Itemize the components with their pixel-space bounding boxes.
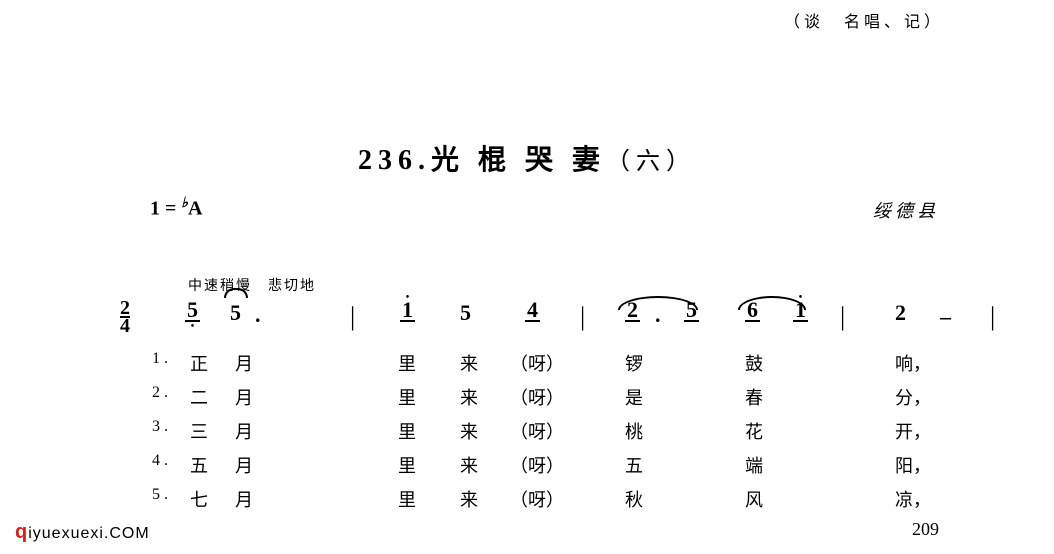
verse-num: 4 . — [152, 452, 168, 470]
lyric-row: 3 . 三 月 里 来 （呀） 桃 花 开， — [120, 418, 960, 452]
lyric-cell: 开， — [895, 418, 931, 444]
watermark-q: q — [15, 521, 28, 543]
lyric-cell: 三 — [190, 418, 208, 444]
lyric-rows: 1 .正月里来（呀）锣鼓响，2 .二月里来（呀）是春分，3 .三月里来（呀）桃花… — [120, 350, 960, 520]
lyric-cell: 分， — [895, 384, 931, 410]
lyric-cell: 端 — [745, 452, 763, 478]
lyric-row: 5 . 七 月 里 来 （呀） 秋 风 凉， — [120, 486, 960, 520]
time-signature: 2 4 — [120, 300, 130, 334]
lyric-row: 4 . 五 月 里 来 （呀） 五 端 阳， — [120, 452, 960, 486]
lyric-cell: 月 — [235, 486, 253, 512]
lyric-cell: 风 — [745, 486, 763, 512]
note: 5• — [185, 300, 200, 322]
title-main: 光 棍 哭 妻 — [431, 145, 606, 176]
title-paren: （六） — [606, 149, 696, 175]
lyric-cell: 来 — [460, 418, 478, 444]
lyric-cell: 里 — [398, 418, 416, 444]
lyric-cell: 来 — [460, 384, 478, 410]
lyric-cell: 响， — [895, 350, 931, 376]
lyric-cell: 锣 — [625, 350, 643, 376]
lyric-cell: 花 — [745, 418, 763, 444]
lyric-cell: 凉， — [895, 486, 931, 512]
lyric-cell: 七 — [190, 486, 208, 512]
verse-num: 1 . — [152, 350, 168, 368]
lyric-cell: 里 — [398, 384, 416, 410]
barline: | — [840, 302, 845, 332]
note: 5 — [460, 300, 471, 326]
time-den: 4 — [120, 316, 130, 334]
lyric-cell: 来 — [460, 350, 478, 376]
note: •1 — [400, 300, 415, 322]
key-letter: A — [188, 198, 202, 220]
barline: | — [580, 302, 585, 332]
lyric-cell: （呀） — [510, 384, 564, 410]
lyric-cell: 月 — [235, 418, 253, 444]
barline: | — [350, 302, 355, 332]
lyric-cell: （呀） — [510, 486, 564, 512]
song-title: 236.光 棍 哭 妻（六） — [0, 138, 1054, 178]
title-number: 236. — [358, 145, 431, 176]
lyric-cell: 里 — [398, 350, 416, 376]
key-signature: 1 = ♭A — [150, 195, 202, 221]
watermark-rest: iyuexuexi.COM — [28, 525, 149, 542]
watermark: qiyuexuexi.COM — [15, 521, 150, 544]
lyric-cell: 月 — [235, 350, 253, 376]
lyric-row: 2 . 二 月 里 来 （呀） 是 春 分， — [120, 384, 960, 418]
lyric-cell: 来 — [460, 486, 478, 512]
lyric-cell: 来 — [460, 452, 478, 478]
lyric-row: 1 . 正 月 里 来 （呀） 锣 鼓 响， — [120, 350, 960, 384]
lyric-cell: 阳， — [895, 452, 931, 478]
verse-num: 2 . — [152, 384, 168, 402]
lyric-cell: （呀） — [510, 350, 564, 376]
lyric-cell: 五 — [190, 452, 208, 478]
note-row: 2 4 5•5•154256•12..–|||| — [120, 300, 960, 340]
lyric-cell: 里 — [398, 486, 416, 512]
page-number: 209 — [912, 519, 939, 540]
lyric-cell: 二 — [190, 384, 208, 410]
top-fragment: （谈 名唱、记） — [784, 8, 944, 32]
lyric-cell: 是 — [625, 384, 643, 410]
lyric-cell: 春 — [745, 384, 763, 410]
score-area: 2 4 5•5•154256•12..–|||| — [120, 300, 960, 340]
note: 5 — [230, 300, 241, 326]
note: 2 — [895, 300, 906, 326]
lyric-cell: 里 — [398, 452, 416, 478]
verse-num: 5 . — [152, 486, 168, 504]
tempo-marking: 中速稍慢 悲切地 — [188, 275, 316, 295]
note: 4 — [525, 300, 540, 322]
lyric-cell: 秋 — [625, 486, 643, 512]
dot: . — [255, 302, 261, 328]
dash: – — [940, 304, 951, 330]
lyric-cell: （呀） — [510, 418, 564, 444]
time-num: 2 — [120, 300, 130, 316]
lyric-cell: （呀） — [510, 452, 564, 478]
lyric-cell: 月 — [235, 452, 253, 478]
origin-county: 绥德县 — [873, 197, 939, 223]
key-prefix: 1 = — [150, 198, 181, 220]
lyric-cell: 正 — [190, 350, 208, 376]
lyric-cell: 桃 — [625, 418, 643, 444]
lyric-cell: 鼓 — [745, 350, 763, 376]
verse-num: 3 . — [152, 418, 168, 436]
barline: | — [990, 302, 995, 332]
lyric-cell: 五 — [625, 452, 643, 478]
lyric-cell: 月 — [235, 384, 253, 410]
